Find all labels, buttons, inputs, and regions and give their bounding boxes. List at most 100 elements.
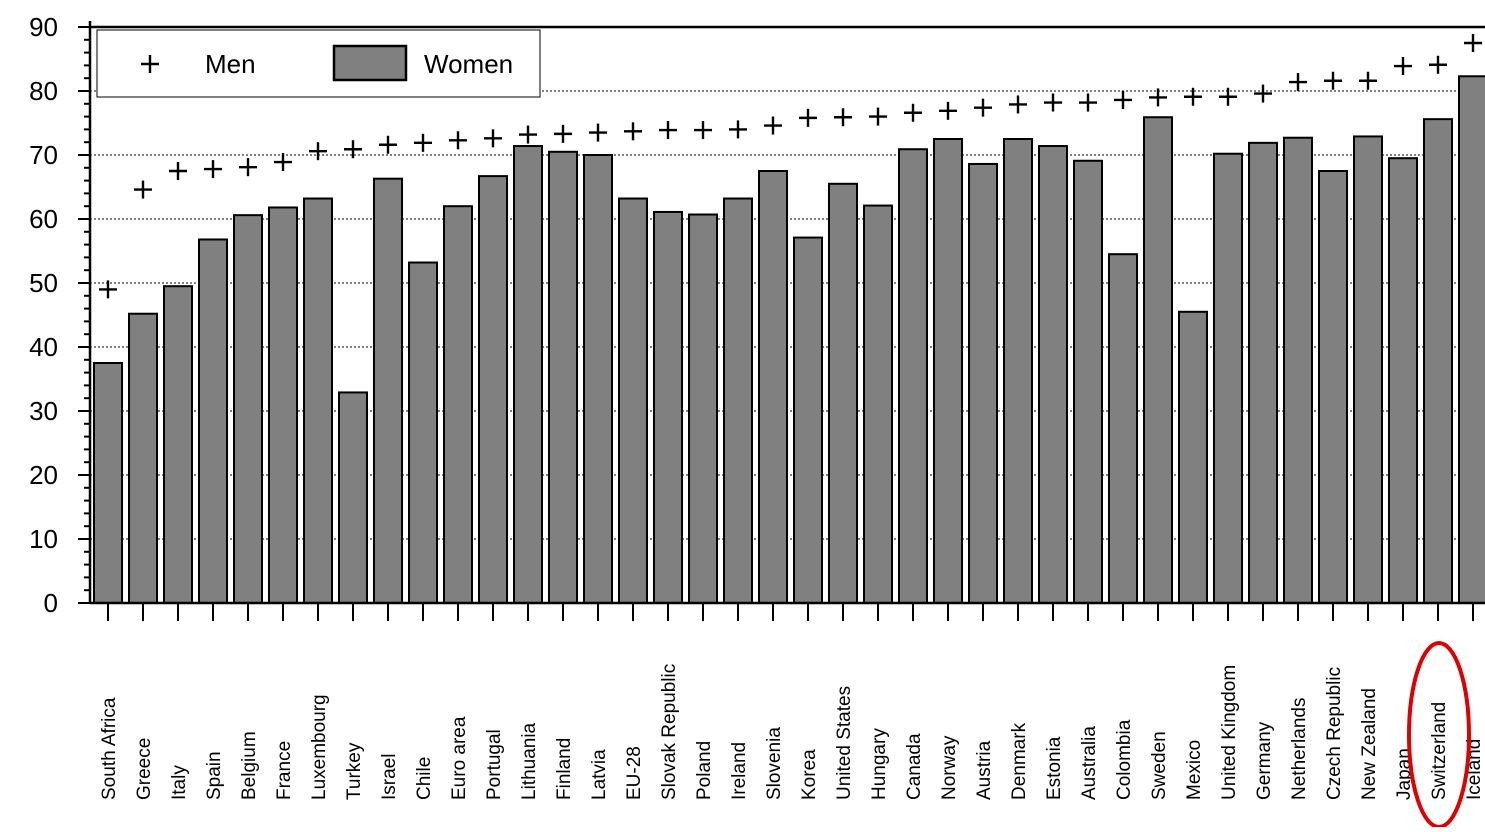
marker-men — [1044, 93, 1062, 112]
marker-men — [519, 125, 537, 144]
bar-women — [443, 205, 473, 604]
marker-men — [99, 280, 117, 299]
bar-women — [1353, 135, 1383, 604]
legend: Men Women — [96, 29, 541, 98]
y-tick-label: 40 — [29, 332, 58, 362]
marker-men — [659, 121, 677, 140]
x-tick-label: Germany — [1254, 721, 1275, 800]
y-tick-label: 70 — [29, 140, 58, 170]
marker-men — [1079, 93, 1097, 112]
bar-women — [1458, 75, 1485, 604]
bar-women — [1143, 116, 1173, 605]
y-tick-labels: 0 10 20 30 40 50 60 70 80 90 — [29, 12, 58, 618]
x-tick-label: Sweden — [1149, 731, 1170, 800]
legend-men-label: Men — [205, 49, 256, 79]
x-tick-label: Denmark — [1009, 722, 1030, 800]
x-tick-label: Austria — [974, 740, 995, 800]
y-tick-label: 80 — [29, 76, 58, 106]
bar-women — [968, 162, 998, 605]
bar-women — [1423, 118, 1453, 604]
marker-men — [904, 103, 922, 122]
men-markers — [99, 34, 1482, 299]
legend-women-swatch — [332, 44, 408, 82]
women-bars — [93, 75, 1485, 605]
legend-women-label: Women — [424, 49, 513, 79]
bar-women — [268, 206, 298, 604]
marker-men — [589, 123, 607, 142]
x-tick-label: Italy — [169, 765, 190, 800]
x-tick-label: Poland — [694, 741, 715, 800]
x-tick-label: Ireland — [729, 742, 750, 800]
bar-women — [163, 285, 193, 604]
x-tick-label: South Africa — [99, 697, 120, 800]
x-tick-labels: South Africa Greece Italy Spain Belgium Franc… — [99, 664, 1485, 800]
x-tick-label: Mexico — [1184, 740, 1205, 800]
marker-men — [484, 129, 502, 148]
x-tick-label: Australia — [1079, 726, 1100, 800]
marker-men — [169, 162, 187, 180]
bar-women — [478, 175, 508, 604]
marker-men — [449, 131, 467, 150]
bar-women — [513, 145, 543, 604]
marker-men — [939, 101, 957, 120]
bar-women — [723, 197, 753, 605]
marker-men — [799, 108, 817, 127]
marker-men — [1114, 90, 1132, 109]
marker-men — [1289, 73, 1307, 92]
x-tick-label: United States — [834, 686, 855, 800]
y-tick-label: 0 — [44, 588, 58, 618]
marker-men — [1184, 87, 1202, 106]
bar-women — [408, 261, 438, 604]
bar-women — [898, 148, 928, 605]
marker-men — [764, 116, 782, 135]
x-tick-label: Lithuania — [519, 722, 540, 800]
marker-men — [624, 122, 642, 141]
marker-men — [414, 133, 432, 152]
x-tick-label: Spain — [204, 751, 225, 800]
bar-women — [338, 391, 368, 604]
bar-women — [1248, 141, 1278, 604]
marker-men — [729, 120, 747, 139]
marker-men — [344, 140, 362, 159]
marker-men — [1394, 57, 1412, 76]
marker-men — [869, 107, 887, 126]
x-tick-label: Switzerland — [1429, 702, 1450, 800]
bar-women — [233, 214, 263, 604]
x-tick-label: Colombia — [1114, 719, 1135, 800]
x-tick-label: United Kingdom — [1219, 665, 1240, 800]
x-tick-label: Slovenia — [764, 727, 785, 800]
marker-men — [134, 180, 152, 199]
bar-women — [863, 204, 893, 604]
legend-box — [96, 29, 541, 98]
x-tick-label: Norway — [939, 735, 960, 800]
x-tick-label: France — [274, 741, 295, 800]
marker-men — [554, 124, 572, 143]
marker-men — [1009, 95, 1027, 114]
x-tick-label: Korea — [799, 749, 820, 800]
x-tick-label: EU-28 — [624, 746, 645, 800]
x-tick-label: Turkey — [344, 742, 365, 800]
bar-women — [1073, 159, 1103, 604]
marker-men — [694, 121, 712, 140]
marker-men — [379, 135, 397, 154]
bar-women — [583, 154, 613, 604]
bar-women — [1283, 136, 1313, 604]
legend-men-plus — [141, 55, 159, 73]
y-tick-label: 30 — [29, 396, 58, 426]
x-tick-label: Slovak Republic — [659, 664, 680, 800]
marker-men — [974, 98, 992, 117]
marker-men — [1219, 87, 1237, 106]
y-tick-label: 20 — [29, 460, 58, 490]
x-tick-label: Canada — [904, 733, 925, 800]
marker-men — [1254, 84, 1272, 103]
bar-women — [688, 213, 718, 605]
x-tick-label: Finland — [554, 738, 575, 800]
bar-women — [373, 177, 403, 604]
x-tick-label: Greece — [134, 738, 155, 800]
marker-men — [239, 158, 257, 177]
marker-men — [1324, 71, 1342, 90]
bar-women — [618, 197, 648, 605]
axes — [78, 21, 1485, 621]
